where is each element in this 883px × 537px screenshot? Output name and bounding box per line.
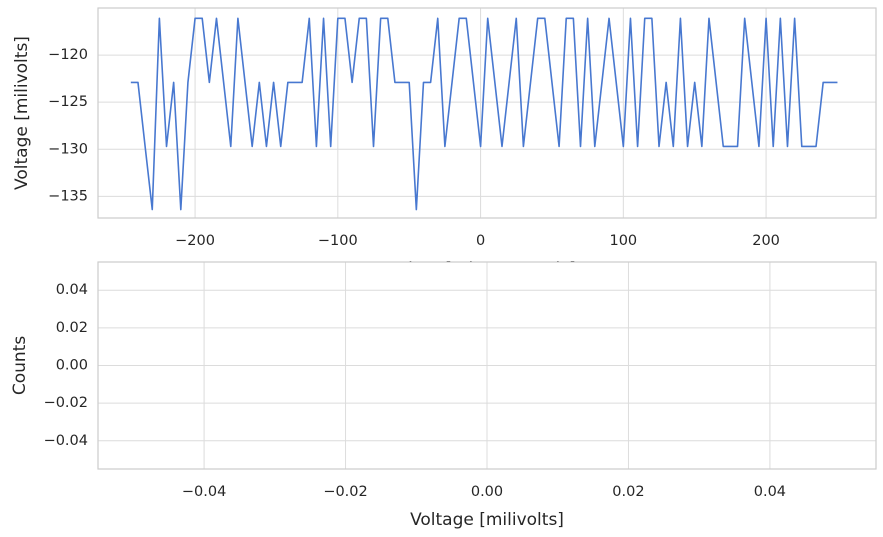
data-line [130, 17, 838, 211]
x-tick-label: 0.02 [612, 484, 644, 500]
x-tick-label: −0.02 [323, 484, 367, 500]
y-tick-label: −0.04 [44, 433, 88, 449]
axes-frame [97, 7, 877, 219]
y-axis-label: Counts [10, 336, 30, 395]
y-tick-label: 0.02 [56, 320, 88, 336]
x-tick-label: 0.04 [754, 484, 786, 500]
y-tick-label: −135 [48, 188, 88, 204]
x-tick-label: −200 [175, 233, 215, 249]
x-axis-label: Voltage [milivolts] [410, 510, 564, 530]
x-tick-label: 100 [609, 233, 637, 249]
y-tick-label: 0.04 [56, 282, 88, 298]
x-tick-label: 200 [752, 233, 780, 249]
y-axis-label: Voltage [milivolts] [12, 36, 32, 190]
y-tick-label: 0.00 [56, 358, 88, 374]
x-tick-label: 0 [476, 233, 485, 249]
y-tick-label: −0.02 [44, 395, 88, 411]
x-tick-label: −100 [318, 233, 358, 249]
x-tick-label: 0.00 [471, 484, 503, 500]
x-tick-label: −0.04 [182, 484, 226, 500]
y-tick-label: −130 [48, 141, 88, 157]
y-tick-label: −120 [48, 47, 88, 63]
y-tick-label: −125 [48, 94, 88, 110]
axes-frame [97, 261, 877, 470]
